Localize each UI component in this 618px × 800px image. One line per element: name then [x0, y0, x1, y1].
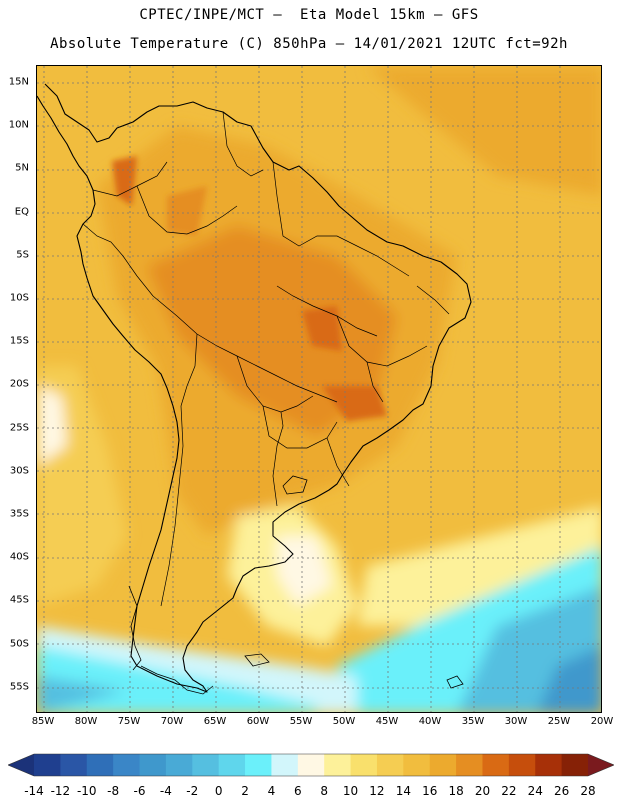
colorbar-label: -12 [50, 784, 71, 798]
lat-label-35s: 35S [9, 508, 29, 520]
colorbar-label: 6 [293, 784, 302, 798]
graticule [37, 66, 601, 712]
patagonia-details [128, 475, 464, 695]
colorbar-label: -4 [159, 784, 172, 798]
colorbar-swatch [403, 754, 431, 776]
colorbar-swatch [297, 754, 325, 776]
field-coldest-east [537, 646, 601, 712]
lon-label-75w: 75W [117, 716, 141, 727]
colorbar-label: 18 [448, 784, 464, 798]
colorbar-label: 8 [320, 784, 329, 798]
colorbar-swatch [561, 754, 589, 776]
colorbar-over-arrow [588, 754, 614, 776]
colorbar-swatch [376, 754, 404, 776]
colorbar-swatch [429, 754, 457, 776]
colorbar-label: -8 [107, 784, 120, 798]
colorbar-swatch [245, 754, 272, 776]
field-hotspot-central [302, 306, 342, 351]
country-borders [82, 111, 450, 607]
colorbar-swatch [60, 754, 88, 776]
lon-label-50w: 50W [332, 716, 356, 727]
colorbar-label: -6 [133, 784, 146, 798]
colorbar-swatch [324, 754, 352, 776]
lon-label-60w: 60W [246, 716, 270, 727]
lon-label-65w: 65W [203, 716, 227, 727]
colorbar-label: 2 [241, 784, 249, 798]
colorbar-label: 12 [369, 784, 385, 798]
field-hotspot-colombia [112, 156, 137, 206]
colorbar-under-arrow [8, 754, 34, 776]
temperature-field [37, 66, 601, 712]
colorbar-label: 16 [422, 784, 438, 798]
south-america-coastline [37, 83, 472, 693]
colorbar-label: -10 [76, 784, 97, 798]
colorbar-swatch [271, 754, 299, 776]
field-interior [147, 226, 397, 436]
colorbar-swatch [508, 754, 536, 776]
lon-label-80w: 80W [74, 716, 98, 727]
field-band-yellow [357, 506, 601, 626]
field-pacific-pale [37, 386, 67, 466]
lon-label-35w: 35W [461, 716, 485, 727]
colorbar-swatch [113, 754, 141, 776]
lat-label-eq: EQ [14, 206, 29, 218]
lon-label-55w: 55W [289, 716, 313, 727]
colorbar-label: -2 [186, 784, 199, 798]
lon-label-85w: 85W [31, 716, 55, 727]
lat-label-55s: 55S [9, 681, 29, 693]
colorbar-label: 14 [395, 784, 411, 798]
colorbar-label: 22 [501, 784, 517, 798]
colorbar-swatch [535, 754, 563, 776]
colorbar-swatch [192, 754, 220, 776]
colorbar-swatch [34, 754, 61, 776]
colorbar-swatch [86, 754, 114, 776]
colorbar-swatch [482, 754, 510, 776]
chart-title-line2: Absolute Temperature (C) 850hPa – 14/01/… [50, 36, 568, 52]
lon-label-70w: 70W [160, 716, 184, 727]
colorbar-label: 24 [527, 784, 543, 798]
colorbar-swatch [218, 754, 246, 776]
field-hotspot-southeast [322, 386, 387, 421]
lat-label-30s: 30S [9, 465, 29, 477]
colorbar-label: 0 [214, 784, 223, 798]
field-atlantic-white [277, 536, 332, 606]
colorbar-swatch [350, 754, 378, 776]
lon-label-45w: 45W [375, 716, 399, 727]
field-south-colder [37, 676, 127, 712]
chart-title-line1: CPTEC/INPE/MCT – Eta Model 15km – GFS [139, 7, 479, 23]
colorbar-swatch [139, 754, 167, 776]
colorbar-swatch [165, 754, 193, 776]
lat-label-5n: 5N [15, 162, 29, 174]
lat-label-15n: 15N [8, 76, 29, 88]
colorbar-label: 28 [580, 784, 596, 798]
lat-label-10n: 10N [8, 119, 29, 131]
colorbar [8, 753, 614, 777]
lon-label-40w: 40W [418, 716, 442, 727]
lat-label-50s: 50S [9, 638, 29, 650]
colorbar-label: 20 [474, 784, 491, 798]
lat-label-40s: 40S [9, 551, 29, 563]
lon-label-20w: 20W [590, 716, 614, 727]
field-warm-north [367, 66, 601, 196]
colorbar-swatch [456, 754, 483, 776]
colorbar-label: 10 [342, 784, 359, 798]
colorbar-label: 4 [267, 784, 276, 798]
colorbar-outline [8, 753, 614, 777]
lat-label-45s: 45S [9, 594, 29, 606]
lat-label-15s: 15S [9, 335, 29, 347]
colorbar-label: -14 [24, 784, 44, 798]
lat-label-10s: 10S [9, 292, 29, 304]
lon-label-25w: 25W [547, 716, 571, 727]
temperature-map [36, 65, 602, 713]
lat-label-20s: 20S [9, 378, 29, 390]
colorbar-label: 26 [553, 784, 570, 798]
lat-label-5s: 5S [16, 249, 29, 261]
lat-label-25s: 25S [9, 422, 29, 434]
field-hotspot-amazon [167, 186, 207, 236]
lon-label-30w: 30W [504, 716, 528, 727]
